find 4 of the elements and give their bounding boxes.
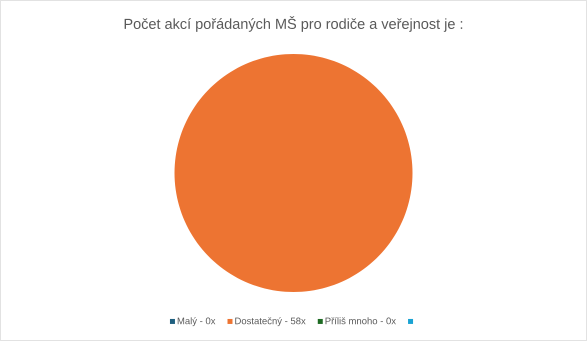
chart-title: Počet akcí pořádaných MŠ pro rodiče a veřejnost je : [124,16,462,32]
legend-label: Příliš mnoho - 0x [326,317,396,324]
legend-label: Dostatečný - 58x [235,317,306,326]
legend-label: Malý - 0x [178,317,216,326]
